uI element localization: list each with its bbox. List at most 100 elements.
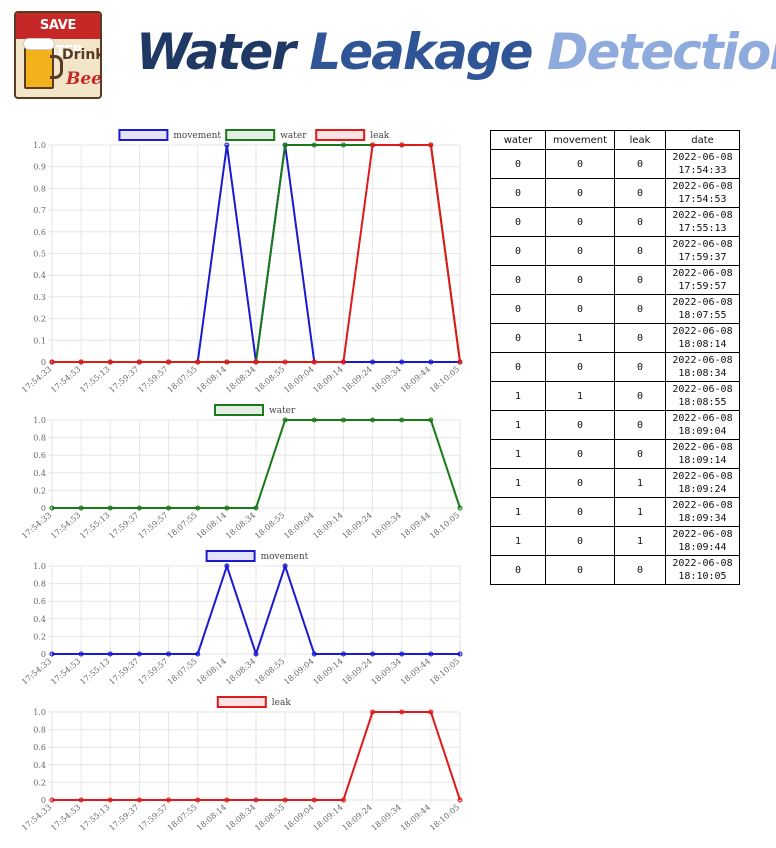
cell-date-day: 2022-06-08 <box>672 558 733 569</box>
leak-line-chart: 0 0.2 0.4 0.6 0.8 1.0 17:54:3317:54:5317:55:13… <box>20 696 463 833</box>
cell-water: 0 <box>490 555 546 585</box>
cell-movement: 0 <box>545 497 615 527</box>
y-tick-label: 0.2 <box>33 315 46 324</box>
y-tick-label: 0.7 <box>33 206 46 215</box>
x-tick-label: 18:09:34 <box>370 511 403 541</box>
x-tick-label: 18:09:04 <box>282 511 315 541</box>
data-point-leak <box>195 797 201 803</box>
cell-date-time: 18:07:55 <box>678 310 727 321</box>
cell-leak: 0 <box>614 555 666 585</box>
cell-water: 1 <box>490 381 546 411</box>
x-tick-label: 18:10:05 <box>428 511 461 541</box>
data-point-water <box>340 142 346 148</box>
data-point-water <box>428 417 434 423</box>
y-tick-label: 0.5 <box>33 250 46 259</box>
combined-line-chart: 00.10.20.30.40.50.60.70.80.91.017:54:331… <box>20 129 463 395</box>
x-tick-label: 18:08:14 <box>195 803 228 833</box>
cell-water: 0 <box>490 352 546 382</box>
cell-date: 2022-06-08 17:54:33 <box>665 149 740 179</box>
data-point-water <box>282 417 288 423</box>
data-point-leak <box>253 797 259 803</box>
cell-water: 0 <box>490 178 546 208</box>
data-point-leak <box>224 797 230 803</box>
cell-leak: 0 <box>614 410 666 440</box>
cell-leak: 0 <box>614 265 666 295</box>
x-tick-label: 18:08:55 <box>253 511 286 541</box>
y-tick-label: 1.0 <box>33 562 46 571</box>
data-point-leak <box>311 797 317 803</box>
data-point-movement <box>370 651 376 657</box>
data-point-leak <box>166 797 172 803</box>
y-tick-label: 0.2 <box>33 486 46 495</box>
data-point-leak <box>224 359 230 365</box>
cell-date: 2022-06-08 18:08:55 <box>665 381 740 411</box>
x-tick-label: 18:08:34 <box>224 511 257 541</box>
x-tick-label: 18:08:34 <box>224 365 257 395</box>
cell-date-time: 18:09:04 <box>678 426 727 437</box>
legend-label-leak: leak <box>272 698 292 708</box>
cell-date-day: 2022-06-08 <box>672 355 733 366</box>
data-point-leak <box>399 709 405 715</box>
column-header-movement: movement <box>545 130 615 150</box>
table-row: 0 0 0 2022-06-08 17:54:53 <box>490 178 740 208</box>
cell-date: 2022-06-08 18:09:24 <box>665 468 740 498</box>
cell-water: 0 <box>490 265 546 295</box>
x-tick-label: 18:10:05 <box>428 803 461 833</box>
cell-date-day: 2022-06-08 <box>672 210 733 221</box>
y-tick-label: 0.8 <box>33 434 46 443</box>
data-point-water <box>282 142 288 148</box>
table-row: 1 1 0 2022-06-08 18:08:55 <box>490 381 740 411</box>
y-tick-label: 1.0 <box>33 416 46 425</box>
water-line-chart: 0 0.2 0.4 0.6 0.8 1.0 17:54:3317:54:5317:55:13… <box>20 404 463 541</box>
cell-date: 2022-06-08 18:09:44 <box>665 526 740 556</box>
x-tick-label: 18:09:44 <box>399 803 432 833</box>
x-tick-label: 18:09:14 <box>311 803 344 833</box>
data-point-water <box>166 505 172 511</box>
cell-date-time: 18:09:24 <box>678 484 727 495</box>
x-tick-label: 17:54:53 <box>49 657 82 687</box>
table-row: 1 0 1 2022-06-08 18:09:24 <box>490 468 740 498</box>
data-point-leak <box>340 797 346 803</box>
x-tick-label: 18:09:34 <box>370 657 403 687</box>
cell-date: 2022-06-08 17:54:53 <box>665 178 740 208</box>
data-point-movement <box>253 651 259 657</box>
data-point-water <box>311 142 317 148</box>
x-tick-label: 17:55:13 <box>78 511 111 541</box>
y-tick-label: 0 <box>41 504 46 513</box>
cell-water: 1 <box>490 497 546 527</box>
title-word-water: Water <box>136 23 296 81</box>
data-point-leak <box>428 142 434 148</box>
data-point-leak <box>166 359 172 365</box>
data-point-movement <box>340 651 346 657</box>
data-point-leak <box>136 359 142 365</box>
data-point-leak <box>340 359 346 365</box>
title-word-leakage: Leakage <box>309 23 533 81</box>
column-header-leak: leak <box>614 130 666 150</box>
y-tick-label: 0.4 <box>33 469 46 478</box>
cell-date-day: 2022-06-08 <box>672 152 733 163</box>
legend-label-movement: movement <box>173 131 221 141</box>
x-tick-label: 17:55:13 <box>78 657 111 687</box>
table-row: 0 0 0 2022-06-08 18:08:34 <box>490 352 740 382</box>
x-tick-label: 18:09:24 <box>341 657 374 687</box>
data-point-movement <box>399 651 405 657</box>
data-point-movement <box>195 651 201 657</box>
data-point-water <box>136 505 142 511</box>
table-row: 1 0 1 2022-06-08 18:09:34 <box>490 497 740 527</box>
legend-swatch-leak <box>216 696 267 708</box>
x-tick-label: 18:09:44 <box>399 511 432 541</box>
x-tick-label: 17:55:13 <box>78 803 111 833</box>
table-row: 0 1 0 2022-06-08 18:08:14 <box>490 323 740 353</box>
cell-movement: 0 <box>545 149 615 179</box>
cell-date-day: 2022-06-08 <box>672 413 733 424</box>
cell-movement: 0 <box>545 294 615 324</box>
cell-movement: 0 <box>545 555 615 585</box>
x-tick-label: 18:09:04 <box>282 657 315 687</box>
data-point-leak <box>370 142 376 148</box>
legend-swatch-leak <box>315 129 366 141</box>
data-point-leak <box>311 359 317 365</box>
legend-swatch-movement <box>118 129 169 141</box>
data-point-water <box>49 505 55 511</box>
cell-leak: 0 <box>614 207 666 237</box>
cell-movement: 0 <box>545 207 615 237</box>
